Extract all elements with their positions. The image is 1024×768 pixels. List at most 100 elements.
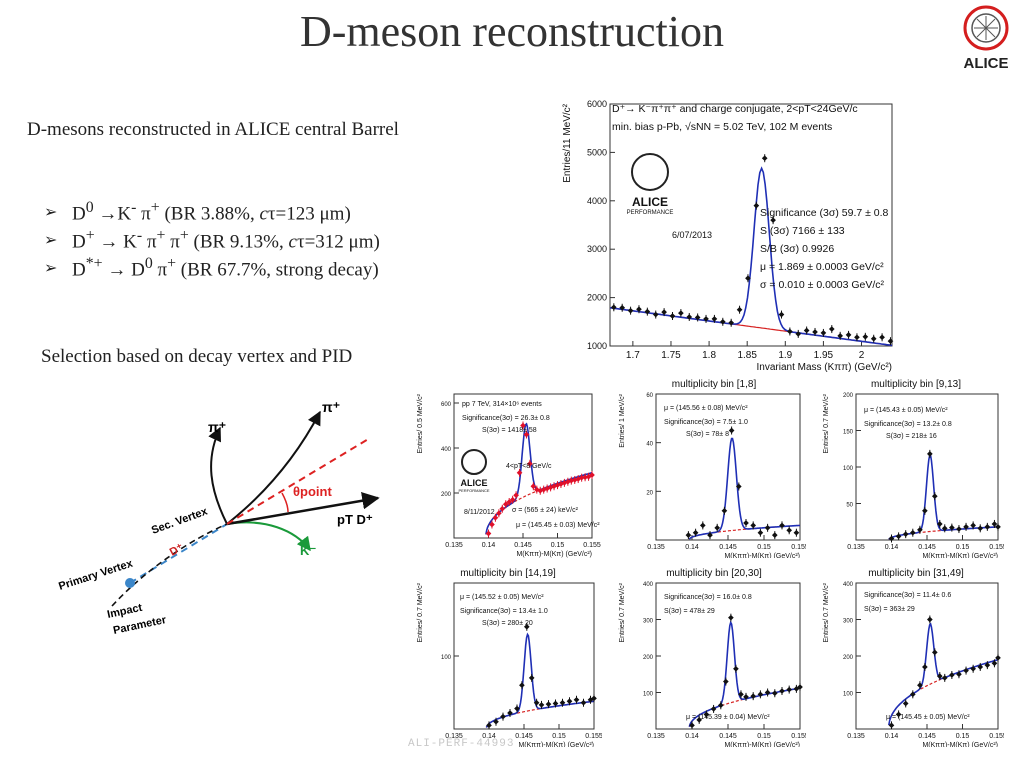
data-point [991, 521, 998, 527]
data-point [499, 505, 506, 512]
y-tick-label: 300 [843, 619, 854, 625]
data-point [931, 649, 938, 656]
theta-label: θpoint [293, 484, 332, 499]
logo-sub: PERFORMANCE [458, 488, 489, 493]
x-tick-label: 0.15 [956, 544, 970, 551]
data-point [977, 664, 984, 670]
chart-title: multiplicity bin [20,30] [666, 568, 762, 579]
data-point [578, 474, 585, 481]
bin-9-13-chart: 0.135 0.14 0.145 0.15 0.155 50 100 150 200 M(Kππ)… [823, 379, 1004, 558]
y-axis-label: Entries/ 1 MeV/c² [619, 393, 626, 447]
x-tick-label: 0.135 [445, 542, 463, 549]
annotation-text: S(3σ) = 78± 8 [686, 431, 729, 438]
data-point [489, 521, 495, 528]
y-tick-label: 100 [643, 692, 654, 698]
annotation-text: μ = (145.45 ± 0.03) MeV/c² [516, 522, 600, 529]
x-tick-label: 0.135 [647, 544, 665, 551]
y-tick-label: 4000 [587, 196, 607, 206]
bin-31-49-chart: 0.135 0.14 0.145 0.15 0.155 100 200 300 400 M(Kππ… [823, 568, 1004, 747]
impact-label: Impact [106, 602, 144, 621]
x-tick-label: 1.8 [702, 350, 716, 361]
x-tick-label: 1.7 [626, 350, 640, 361]
chart-title: multiplicity bin [14,19] [460, 568, 556, 579]
x-tick-label: 0.145 [918, 544, 936, 551]
data-point [828, 326, 835, 332]
annotation-text: S(3σ) = 218± 16 [886, 433, 937, 440]
annotation-text: Significance(3σ) = 16.0± 0.8 [664, 594, 752, 601]
x-tick-label: 0.14 [482, 542, 496, 549]
x-tick-label: 0.155 [583, 542, 601, 549]
data-point [500, 713, 506, 720]
data-point [507, 710, 513, 716]
pion-track-right [226, 410, 321, 525]
y-tick-label: 40 [646, 442, 653, 448]
x-tick-label: 0.14 [885, 733, 899, 740]
data-point [644, 308, 651, 315]
selection-text: Selection based on decay vertex and PID [41, 346, 353, 367]
kaon-track [226, 521, 311, 552]
annotation-text: Significance (3σ) 59.7 ± 0.8 [760, 207, 889, 219]
data-point [786, 527, 793, 534]
annotation-text: μ = (145.52 ± 0.05) MeV/c² [460, 594, 544, 601]
data-point [870, 335, 877, 342]
bin-1-8-chart: 0.135 0.14 0.145 0.15 0.155 20 40 60 M(Kππ)-M(Kπ… [619, 379, 806, 558]
data-point [694, 314, 701, 321]
pion-track-left [208, 426, 228, 525]
x-tick-label: 0.15 [552, 733, 566, 740]
logo-text: ALICE [632, 195, 668, 209]
data-point [977, 525, 984, 532]
data-point [779, 688, 785, 694]
y-tick-label: 600 [441, 402, 452, 408]
data-point [995, 654, 1001, 661]
data-point [936, 521, 943, 527]
bullet-text: D0 →K- π+ (BR 3.88%, cτ=123 μm) [72, 198, 351, 225]
annotation-text: μ = (145.43 ± 0.05) MeV/c² [864, 407, 948, 414]
arrow-bullet-icon: ➢ [44, 232, 58, 249]
dplus-label: D⁺ [168, 542, 186, 559]
annotation-text: 4<pT<8 GeV/c [506, 463, 552, 470]
data-point [887, 338, 894, 344]
annotation-text: S(3σ) = 280± 20 [482, 620, 533, 627]
data-point [559, 699, 566, 706]
data-point [778, 311, 785, 318]
dplus-mass-chart: 1.7 1.75 1.8 1.85 1.9 1.95 2 1000 2000 3000 4000 50… [562, 99, 894, 373]
data-point [492, 514, 499, 521]
pt-arrow [226, 492, 380, 526]
plot-frame [655, 582, 801, 730]
y-tick-label: 200 [441, 492, 452, 498]
data-point [941, 675, 948, 681]
data-point [888, 722, 895, 729]
y-tick-label: 200 [843, 655, 854, 661]
date-label: 8/11/2012 [464, 509, 495, 516]
y-tick-label: 200 [643, 655, 654, 661]
x-tick-label: 0.14 [885, 544, 899, 551]
data-point [984, 662, 991, 668]
annotation-text: S(3σ) = 1418± 58 [482, 427, 537, 434]
background-fit-line [688, 524, 801, 540]
annotation-text: μ = 1.869 ± 0.0003 GeV/c² [760, 261, 884, 273]
y-tick-label: 200 [843, 393, 854, 399]
x-tick-label: 1.95 [814, 350, 834, 361]
data-point [573, 696, 580, 703]
alice-performance-icon [461, 449, 487, 475]
annotation-text: μ = (145.45 ± 0.05) MeV/c² [886, 714, 970, 721]
x-tick-label: 2 [859, 350, 865, 361]
x-tick-label: 1.85 [737, 350, 757, 361]
annotation-text: Significance(3σ) = 26.3± 0.8 [462, 415, 550, 422]
x-tick-label: 0.145 [918, 733, 936, 740]
annotation-text: μ = (145.56 ± 0.08) MeV/c² [664, 405, 748, 412]
x-tick-label: 0.145 [514, 542, 532, 549]
annotation-text: D⁺→ K⁻π⁺π⁺ and charge conjugate, 2<pT<24… [612, 103, 858, 115]
x-tick-label: 0.155 [791, 733, 806, 740]
theta-arc [281, 492, 289, 513]
plot-frame [855, 582, 999, 730]
data-point [795, 331, 802, 337]
x-tick-label: 0.14 [685, 544, 699, 551]
y-tick-label: 50 [846, 503, 853, 509]
x-tick-label: 1.9 [778, 350, 792, 361]
x-tick-label: 0.15 [956, 733, 970, 740]
plot-frame [855, 393, 999, 541]
data-point [862, 333, 869, 340]
alice-logo-text: ALICE [964, 55, 1009, 72]
x-tick-label: 0.15 [757, 544, 771, 551]
